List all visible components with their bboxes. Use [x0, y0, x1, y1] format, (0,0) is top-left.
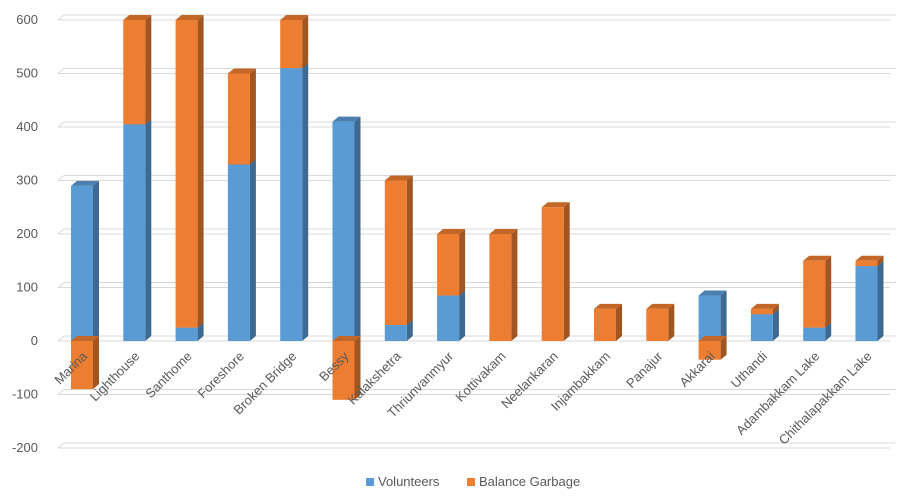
y-tick-label: 600 [16, 12, 38, 27]
y-tick-label: 100 [16, 280, 38, 295]
bar-balance-garbage-chithalapakkam-lake [855, 255, 884, 267]
category-label-santhome: Santhome [142, 349, 195, 402]
y-tick-label: 200 [16, 226, 38, 241]
bar-balance-garbage-panajur [646, 303, 675, 341]
legend: Volunteers Balance Garbage [366, 474, 580, 489]
y-axis-tick-labels: -200 -100 0 100 200 300 400 500 600 [12, 12, 38, 455]
category-label-foreshore: Foreshore [195, 349, 248, 402]
gridline-join-400 [57, 121, 65, 128]
bar-balance-garbage-kalakshetra [384, 175, 413, 325]
category-label-akkarai: Akkarai [676, 348, 717, 389]
bar-balance-garbage-adambakkam-lake [803, 255, 832, 328]
bars [71, 15, 884, 400]
bar-balance-garbage-marina [71, 336, 99, 390]
gridline-join-200 [57, 442, 65, 449]
legend-item-balance-garbage: Balance Garbage [467, 474, 580, 489]
bar-volunteers-chithalapakkam-lake [855, 261, 884, 341]
gridline-join-600 [57, 14, 65, 21]
gridline-join-500 [57, 68, 65, 74]
category-label-panajur: Panajur [623, 348, 666, 391]
y-tick-label: 300 [16, 173, 38, 188]
legend-label: Balance Garbage [479, 474, 580, 489]
bar-balance-garbage-santhome [175, 15, 204, 328]
legend-swatch [467, 478, 475, 486]
legend-item-volunteers: Volunteers [366, 474, 440, 489]
gridline-join-100 [57, 389, 65, 395]
bar-balance-garbage-bessy [332, 336, 361, 400]
y-tick-label: 0 [31, 333, 38, 348]
category-label-kottivakam: Kottivakam [452, 349, 508, 405]
gridline-join-200 [57, 228, 65, 235]
bar-volunteers-bessy [332, 116, 361, 342]
gridline-join-0 [57, 335, 65, 342]
bar-balance-garbage-uthandi [750, 303, 779, 315]
bar-volunteers-foreshore [227, 159, 256, 341]
y-tick-label: 400 [16, 119, 38, 134]
y-tick-label: -200 [12, 440, 38, 455]
bar-balance-garbage-injambakkam [594, 303, 622, 341]
bar-volunteers-thriunvanmyur [437, 290, 466, 341]
category-label-chithalapakkam-lake: Chithalapakkam Lake [776, 349, 875, 448]
bar-balance-garbage-thriunvanmyur [437, 229, 466, 296]
bar-balance-garbage-kottivakam [489, 229, 518, 341]
bar-balance-garbage-lighthouse [123, 15, 152, 125]
y-tick-label: 500 [16, 66, 38, 81]
gridline-join-100 [57, 282, 65, 288]
legend-label: Volunteers [378, 474, 440, 489]
legend-swatch [366, 478, 374, 486]
bar-balance-garbage-broken-bridge [280, 15, 309, 69]
gridline-join-300 [57, 175, 65, 181]
bar-volunteers-marina [71, 180, 99, 341]
bar-balance-garbage-akkarai [698, 336, 727, 360]
bar-volunteers-broken-bridge [280, 63, 309, 342]
bar-balance-garbage-foreshore [227, 68, 256, 165]
y-tick-label: -100 [12, 387, 38, 402]
bar-volunteers-lighthouse [123, 119, 152, 341]
bar-volunteers-akkarai [698, 290, 727, 341]
bar-balance-garbage-neelankaran [541, 202, 570, 341]
category-label-uthandi: Uthandi [728, 348, 770, 390]
